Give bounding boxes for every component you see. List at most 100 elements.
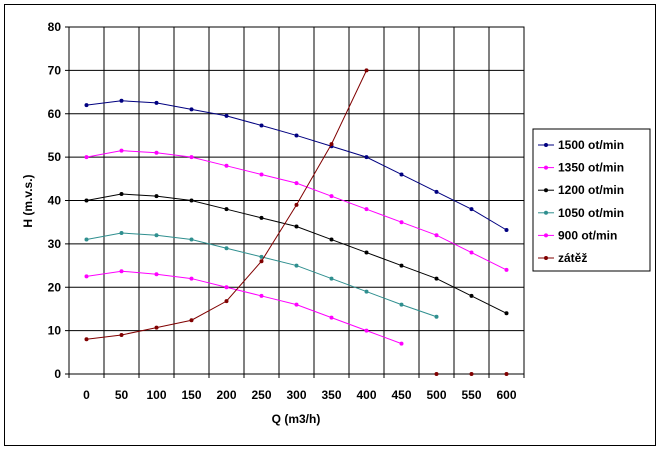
- data-point: [189, 237, 194, 242]
- data-point: [119, 191, 124, 196]
- data-point: [469, 207, 474, 212]
- data-point: [294, 133, 299, 138]
- data-point: [294, 224, 299, 229]
- data-point: [469, 250, 474, 255]
- data-point: [259, 259, 264, 264]
- data-point: [434, 372, 439, 376]
- data-point: [189, 198, 194, 203]
- data-point: [189, 107, 194, 112]
- y-tick-label: 80: [48, 20, 62, 34]
- series-line: [86, 150, 507, 271]
- grid: [69, 26, 524, 375]
- y-axis-ticks: 0 10 20 30 40 50 60 70 80: [48, 20, 69, 381]
- y-tick-label: 0: [54, 367, 61, 381]
- series-5: [84, 68, 509, 376]
- data-point: [329, 237, 334, 242]
- data-point: [364, 207, 369, 212]
- data-point: [154, 272, 159, 277]
- y-axis-label: H (m.v.s.): [21, 174, 35, 227]
- series-line: [86, 270, 402, 345]
- data-point: [154, 150, 159, 155]
- data-point: [224, 285, 229, 290]
- x-tick-label: 550: [461, 388, 481, 402]
- series-3: [84, 231, 439, 319]
- series-0: [84, 98, 509, 232]
- legend-marker: [544, 165, 548, 170]
- legend-label: 1350 ot/min: [558, 161, 624, 175]
- data-point: [259, 123, 264, 128]
- data-point: [224, 163, 229, 168]
- legend-marker: [544, 256, 548, 260]
- legend-marker: [544, 210, 548, 215]
- y-tick-label: 40: [48, 194, 62, 208]
- data-point: [399, 341, 404, 346]
- data-point: [224, 299, 229, 304]
- x-tick-label: 0: [83, 388, 90, 402]
- data-point: [84, 103, 89, 108]
- y-tick-label: 10: [48, 324, 62, 338]
- data-point: [434, 233, 439, 238]
- data-point: [259, 293, 264, 298]
- legend-item: 1350 ot/min: [538, 161, 624, 175]
- x-tick-label: 600: [496, 388, 516, 402]
- data-point: [154, 233, 159, 238]
- series-line: [86, 193, 507, 314]
- x-tick-label: 100: [146, 388, 166, 402]
- data-point: [119, 98, 124, 103]
- data-point: [154, 100, 159, 105]
- data-point: [364, 68, 369, 73]
- data-point: [399, 263, 404, 268]
- x-tick-label: 150: [181, 388, 201, 402]
- data-point: [364, 250, 369, 255]
- data-point: [434, 314, 439, 319]
- line-chart: 0 10 20 30 40 50 60 70 80 0 50 100 150 200 250 300 350 4…: [21, 20, 651, 426]
- legend-item: 1200 ot/min: [538, 183, 624, 197]
- x-axis-label: Q (m3/h): [272, 412, 321, 426]
- series-4: [84, 269, 404, 346]
- y-tick-label: 30: [48, 237, 62, 251]
- y-tick-label: 60: [48, 107, 62, 121]
- data-point: [504, 227, 509, 232]
- data-point: [119, 148, 124, 153]
- legend-marker: [544, 233, 548, 238]
- x-tick-label: 450: [391, 388, 411, 402]
- chart-frame: 0 10 20 30 40 50 60 70 80 0 50 100 150 200 250 300 350 4…: [4, 4, 656, 446]
- series-line: [86, 100, 507, 231]
- data-point: [329, 315, 334, 320]
- legend-marker: [544, 143, 548, 147]
- data-point: [84, 337, 89, 342]
- x-axis-ticks: 0 50 100 150 200 250 300 350 400 450 500 550 600: [68, 374, 525, 402]
- y-tick-label: 70: [48, 63, 62, 77]
- data-point: [399, 220, 404, 225]
- data-point: [364, 328, 369, 333]
- series-line: [86, 70, 367, 340]
- data-point: [84, 198, 89, 203]
- legend: 1500 ot/min 1350 ot/min 1200 ot/min 1050 ot…: [532, 128, 651, 272]
- x-tick-label: 350: [321, 388, 341, 402]
- y-tick-label: 50: [48, 150, 62, 164]
- data-point: [434, 276, 439, 281]
- data-point: [504, 311, 509, 316]
- data-point: [329, 142, 334, 147]
- data-point: [224, 207, 229, 212]
- data-point: [154, 194, 159, 199]
- data-point: [259, 172, 264, 177]
- data-point: [84, 237, 89, 242]
- data-point: [399, 172, 404, 177]
- x-tick-label: 400: [356, 388, 376, 402]
- series-2: [84, 191, 509, 316]
- y-tick-label: 20: [48, 280, 62, 294]
- legend-label: 1500 ot/min: [558, 138, 624, 152]
- x-tick-label: 300: [286, 388, 306, 402]
- legend-label: zátěž: [558, 251, 587, 265]
- data-point: [294, 181, 299, 186]
- series-1: [84, 148, 509, 272]
- data-point: [329, 194, 334, 199]
- data-point: [364, 155, 369, 160]
- series-lines: [84, 68, 509, 376]
- data-point: [84, 274, 89, 279]
- data-point: [434, 189, 439, 194]
- data-point: [189, 276, 194, 281]
- data-point: [154, 325, 159, 330]
- data-point: [119, 332, 124, 337]
